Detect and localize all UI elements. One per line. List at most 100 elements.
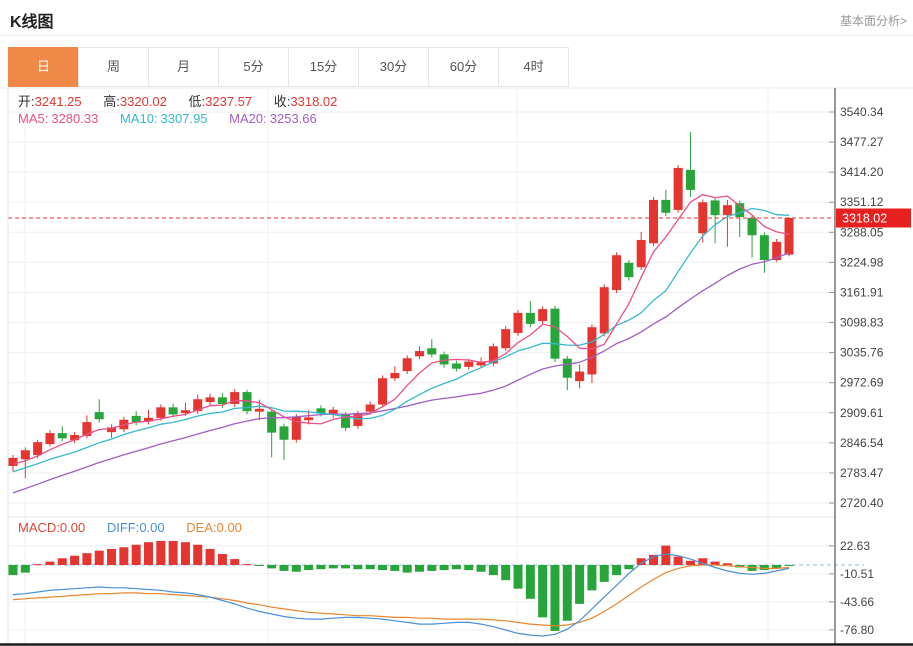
macd-bar xyxy=(230,559,240,565)
macd-tick-label: -10.51 xyxy=(840,567,874,581)
macd-bar xyxy=(316,565,326,570)
macd-value: MACD:0.00 xyxy=(18,520,86,535)
macd-bar xyxy=(8,565,18,576)
macd-tick-label: -43.66 xyxy=(840,595,874,609)
macd-bar xyxy=(279,565,289,571)
candle-body xyxy=(747,218,757,236)
macd-bar xyxy=(341,565,351,569)
candle-body xyxy=(649,199,659,244)
candle-body xyxy=(784,218,794,255)
macd-bar xyxy=(291,565,301,572)
candle-body xyxy=(624,262,634,278)
candle-body xyxy=(20,450,30,460)
candle-body xyxy=(57,433,67,439)
ma10-legend: MA10: 3307.95 xyxy=(119,111,208,126)
macd-bar xyxy=(94,550,104,565)
tab-5分[interactable]: 5分 xyxy=(218,47,289,87)
macd-bar xyxy=(649,554,659,565)
macd-bar xyxy=(205,548,215,565)
macd-bar xyxy=(562,565,572,621)
candle-body xyxy=(143,417,153,422)
tab-周[interactable]: 周 xyxy=(78,47,149,87)
ma20-legend: MA20: 3253.66 xyxy=(229,111,317,126)
price-tick-label: 3414.20 xyxy=(840,165,884,179)
candle-body xyxy=(33,442,43,456)
candle-body xyxy=(735,203,745,218)
macd-bar xyxy=(33,564,43,566)
macd-bar xyxy=(180,542,190,565)
macd-tick-label: -76.80 xyxy=(840,623,874,637)
price-tick-label: 3477.27 xyxy=(840,135,884,149)
macd-tick-label: 22.63 xyxy=(840,539,870,553)
candle-body xyxy=(242,392,252,412)
candle-body xyxy=(156,407,166,418)
macd-bar xyxy=(143,542,153,565)
period-tab-bar: 日周月 5分 15分 30分 60分 4时 xyxy=(8,47,569,87)
candle-body xyxy=(316,408,326,414)
price-tick-label: 3351.12 xyxy=(840,195,884,209)
macd-bar xyxy=(587,565,597,591)
candle-body xyxy=(328,409,338,415)
candle-body xyxy=(267,411,277,433)
macd-bar xyxy=(107,548,117,565)
candle-body xyxy=(759,235,769,260)
header-divider xyxy=(0,35,913,36)
tab-15分[interactable]: 15分 xyxy=(288,47,359,87)
candle-body xyxy=(501,329,511,349)
price-tick-label: 3161.91 xyxy=(840,285,884,299)
macd-bar xyxy=(156,540,166,565)
macd-bar xyxy=(439,565,449,571)
price-tick-label: 2972.69 xyxy=(840,376,884,390)
macd-bar xyxy=(673,556,683,565)
macd-legend: MACD:0.00 DIFF:0.00 DEA:0.00 xyxy=(18,520,260,535)
macd-bar xyxy=(464,565,474,571)
macd-bar xyxy=(661,545,671,565)
candle-body xyxy=(180,410,190,414)
price-tick-label: 2720.40 xyxy=(840,496,884,510)
macd-bar xyxy=(168,540,178,565)
tab-60分[interactable]: 60分 xyxy=(428,47,499,87)
macd-bar xyxy=(353,565,363,570)
price-tick-label: 2783.47 xyxy=(840,466,884,480)
current-price-badge xyxy=(836,208,911,228)
candle-body xyxy=(8,457,18,466)
macd-bar xyxy=(254,565,264,566)
fundamental-analysis-link[interactable]: 基本面分析> xyxy=(839,14,907,28)
tab-日[interactable]: 日 xyxy=(8,47,79,87)
tab-4时[interactable]: 4时 xyxy=(498,47,569,87)
macd-bar xyxy=(390,565,400,571)
ma10-line xyxy=(12,207,790,473)
candle-body xyxy=(685,169,695,190)
tab-月[interactable]: 月 xyxy=(148,47,219,87)
macd-bar xyxy=(427,565,437,571)
macd-bar xyxy=(131,544,141,565)
macd-bar xyxy=(70,555,80,565)
macd-bar xyxy=(476,565,486,572)
macd-bar xyxy=(242,564,252,566)
tab-30分[interactable]: 30分 xyxy=(358,47,429,87)
candle-body xyxy=(230,392,240,405)
candle-body xyxy=(193,399,203,412)
candle-body xyxy=(488,346,498,364)
candle-body xyxy=(661,199,671,213)
candle-body xyxy=(427,348,437,355)
candle-body xyxy=(722,205,732,216)
candle-body xyxy=(341,414,351,428)
candle-body xyxy=(772,241,782,260)
price-tick-label: 3540.34 xyxy=(840,105,884,119)
ma-legend: MA5: 3280.33 MA10: 3307.95 MA20: 3253.66 xyxy=(18,111,335,126)
ma5-legend: MA5: 3280.33 xyxy=(18,111,99,126)
macd-bar xyxy=(772,565,782,569)
price-tick-label: 3098.83 xyxy=(840,316,884,330)
candle-body xyxy=(365,404,375,412)
dea-value: DEA:0.00 xyxy=(186,520,242,535)
candle-body xyxy=(673,167,683,210)
kline-chart-canvas[interactable]: 3318.02 3540.34 3477.27 3414.20 3351.12 3288.… xyxy=(0,86,913,646)
candle-body xyxy=(390,373,400,379)
ohlc-legend: 开:3241.25 高:3320.02 低:3237.57 收:3318.02 xyxy=(18,94,355,109)
page-title: K线图 xyxy=(10,14,54,31)
candle-body xyxy=(402,358,412,372)
ohlc-close: 收:3318.02 xyxy=(273,94,338,109)
ma5-line xyxy=(12,193,790,466)
